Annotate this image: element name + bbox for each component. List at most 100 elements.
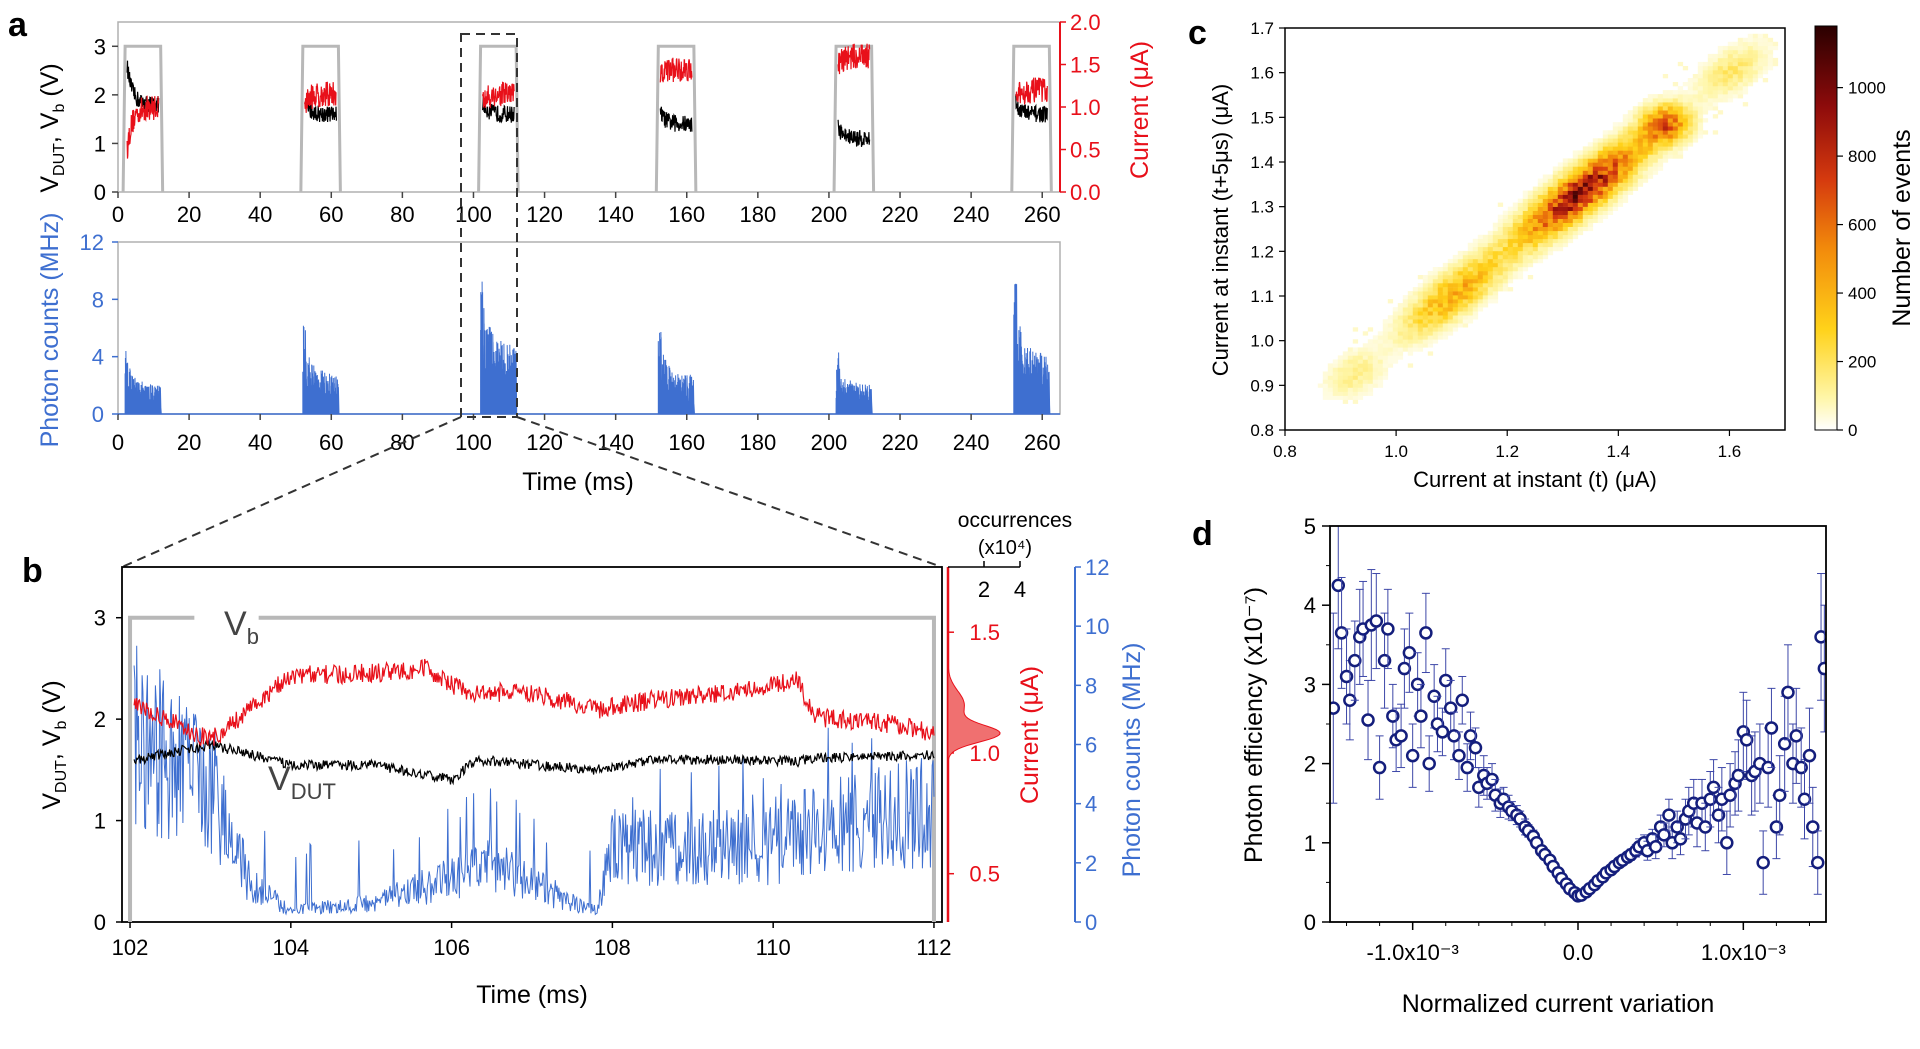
heatmap-cell-198	[1397, 331, 1404, 336]
heatmap-cell-612	[1507, 218, 1514, 223]
heatmap-cell-80	[1357, 395, 1364, 400]
heatmap-cell-1339	[1687, 114, 1694, 119]
heatmap-cell-1476	[1732, 86, 1739, 91]
heatmap-cell-556	[1497, 287, 1504, 292]
heatmap-cell-389	[1452, 307, 1459, 312]
heatmap-cell-794	[1552, 174, 1559, 179]
heatmap-cell-671	[1522, 202, 1529, 207]
heatmap-cell-1274	[1667, 102, 1674, 107]
heatmap-cell-177	[1387, 299, 1394, 304]
heatmap-cell-656	[1522, 262, 1529, 268]
heatmap-cell-1477	[1732, 82, 1739, 87]
heatmap-cell-317	[1432, 307, 1439, 312]
heatmap-cell-324	[1432, 279, 1439, 284]
heatmap-cell-766	[1547, 210, 1554, 215]
heatmap-cell-228	[1407, 323, 1414, 328]
heatmap-cell-170	[1387, 339, 1394, 344]
heatmap-cell-1568	[1767, 53, 1774, 59]
heatmap-cell-1365	[1692, 74, 1699, 79]
heatmap-cell-269	[1417, 283, 1424, 288]
heatmap-cell-921	[1582, 162, 1589, 167]
heatmap-cell-1483	[1732, 57, 1739, 63]
data-point-117	[1810, 855, 1825, 870]
data-point-23	[1422, 756, 1436, 771]
heatmap-cell-1560	[1762, 49, 1769, 55]
heatmap-cell-1481	[1732, 66, 1739, 71]
heatmap-cell-220	[1407, 363, 1414, 368]
heatmap-cell-773	[1547, 182, 1554, 187]
heatmap-cell-315	[1432, 315, 1439, 320]
heatmap-cell-1496	[1737, 61, 1744, 67]
heatmap-cell-1049	[1612, 142, 1619, 147]
heatmap-cell-399	[1452, 267, 1459, 272]
heatmap-cell-625	[1512, 238, 1519, 244]
heatmap-cell-654	[1517, 198, 1524, 203]
heatmap-cell-686	[1527, 222, 1534, 227]
heatmap-cell-776	[1552, 246, 1559, 252]
heatmap-cell-1120	[1632, 182, 1639, 187]
heatmap-cell-366	[1447, 327, 1454, 332]
data-point-2	[1334, 626, 1349, 640]
heatmap-cell-1410	[1707, 66, 1714, 71]
heatmap-cell-560	[1497, 271, 1504, 276]
heatmap-cell-807	[1557, 206, 1564, 211]
heatmap-cell-981	[1597, 170, 1604, 175]
heatmap-cell-1510	[1742, 66, 1749, 71]
heatmap-cell-889	[1577, 210, 1584, 215]
heatmap-cell-1508	[1742, 74, 1749, 79]
heatmap-cell-1082	[1622, 174, 1629, 179]
heatmap-cell-721	[1537, 230, 1544, 236]
heatmap-cell-39	[1342, 395, 1349, 400]
data-point-13	[1381, 622, 1395, 636]
heatmap-cell-1256	[1662, 102, 1669, 107]
heatmap-cell-1565	[1767, 66, 1774, 71]
heatmap-cell-1360	[1692, 94, 1699, 99]
heatmap-cell-355	[1442, 299, 1449, 304]
a-top-x-tick-4: 80	[390, 202, 414, 227]
heatmap-cell-405	[1457, 315, 1464, 320]
heatmap-cell-37	[1337, 355, 1344, 360]
heatmap-cell-944	[1587, 154, 1594, 159]
heatmap-cell-1150	[1637, 142, 1644, 147]
heatmap-cell-677	[1527, 258, 1534, 264]
heatmap-cell-88	[1357, 363, 1364, 368]
heatmap-cell-884	[1577, 230, 1584, 236]
heatmap-cell-549	[1492, 246, 1499, 252]
heatmap-cell-793	[1552, 178, 1559, 183]
d-y-tick-1: 1	[1304, 831, 1316, 856]
heatmap-cell-365	[1447, 331, 1454, 336]
heatmap-cell-1530	[1747, 33, 1754, 39]
heatmap-cell-1559	[1762, 53, 1769, 59]
heatmap-cell-1104	[1627, 166, 1634, 171]
cb-tick-5: 1000	[1848, 79, 1886, 98]
heatmap-cell-1108	[1627, 150, 1634, 155]
heatmap-cell-290	[1427, 343, 1434, 348]
heatmap-cell-1066	[1617, 158, 1624, 163]
heatmap-cell-166	[1387, 355, 1394, 360]
heatmap-cell-294	[1427, 327, 1434, 332]
heatmap-cell-370	[1447, 311, 1454, 316]
heatmap-cell-298	[1427, 311, 1434, 316]
heatmap-cell-124	[1372, 375, 1379, 380]
heatmap-cell-969	[1597, 218, 1604, 223]
heatmap-cell-1027	[1607, 150, 1614, 155]
heatmap-cell-1520	[1747, 74, 1754, 79]
heatmap-cell-1056	[1617, 198, 1624, 203]
heatmap-cell-1550	[1757, 45, 1764, 51]
heatmap-cell-576	[1502, 287, 1509, 292]
heatmap-cell-1203	[1652, 170, 1659, 175]
heatmap-cell-1352	[1692, 126, 1699, 131]
heatmap-cell-1239	[1657, 102, 1664, 107]
heatmap-cell-1164	[1642, 166, 1649, 171]
data-point-91	[1703, 792, 1718, 806]
data-point-8	[1361, 713, 1375, 727]
heatmap-cell-1210	[1652, 142, 1659, 147]
heatmap-cell-488	[1477, 279, 1484, 284]
heatmap-cell-1473	[1727, 41, 1734, 47]
heatmap-cell-387	[1452, 315, 1459, 320]
b-yp-tick-5: 10	[1085, 614, 1109, 639]
heatmap-cell-392	[1452, 295, 1459, 300]
heatmap-cell-649	[1517, 218, 1524, 223]
heatmap-cell-740	[1542, 234, 1549, 240]
